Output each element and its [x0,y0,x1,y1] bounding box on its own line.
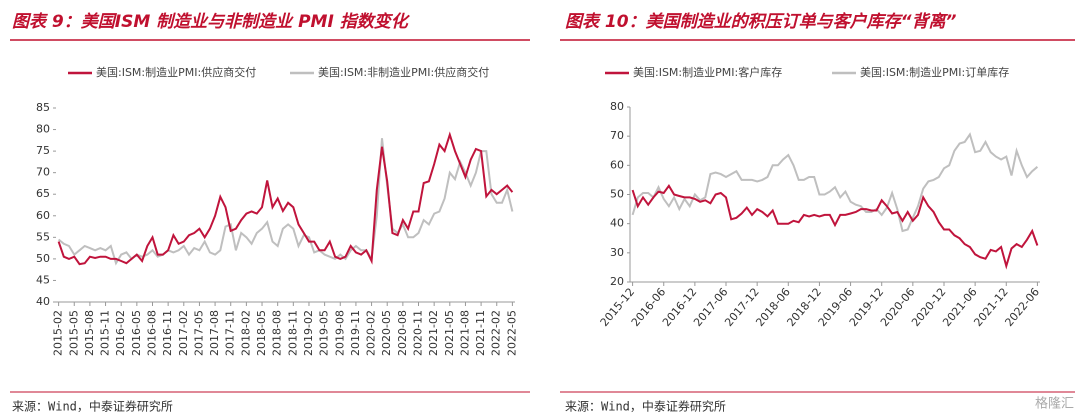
x-tick-label: 2015-08 [83,310,96,356]
x-tick-label: 2015-02 [52,310,65,356]
x-tick-label: 2016-05 [130,310,143,356]
x-tick-label: 2020-08 [396,310,409,356]
y-tick-label: 60 [610,158,624,171]
y-tick-label: 70 [610,129,624,142]
y-tick-label: 45 [36,273,50,286]
series-line [57,131,514,266]
source: 来源：Wind，中泰证券研究所 [12,399,173,414]
legend-label: 美国:ISM:非制造业PMI:供应商交付 [318,65,489,79]
x-tick-label: 2017-05 [192,310,205,356]
legend-label: 美国:ISM:制造业PMI:订单库存 [860,65,1009,79]
x-tick-label: 2017-08 [208,310,221,356]
source: 来源：Wind，中泰证券研究所 [565,399,726,414]
y-tick-label: 20 [610,275,624,288]
x-tick-label: 2018-11 [286,310,299,356]
x-tick-label: 2021-05 [443,310,456,356]
legend-label: 美国:ISM:制造业PMI:客户库存 [633,65,782,79]
x-tick-label: 2019-02 [302,310,315,356]
y-tick-label: 65 [36,187,50,200]
x-tick-label: 2015-11 [99,310,112,356]
x-tick-label: 2016-02 [114,310,127,356]
y-tick-label: 40 [36,295,50,308]
y-tick-label: 40 [610,217,624,230]
y-tick-label: 85 [36,101,50,114]
x-tick-label: 2018-08 [271,310,284,356]
x-tick-label: 2019-05 [318,310,331,356]
x-tick-label: 2017-02 [177,310,190,356]
x-tick-label: 2021-08 [458,310,471,356]
x-tick-label: 2018-02 [239,310,252,356]
y-tick-label: 50 [610,188,624,201]
x-tick-label: 2020-05 [380,310,393,356]
y-tick-label: 80 [610,100,624,113]
series-line [631,132,1039,233]
y-tick-label: 70 [36,166,50,179]
y-tick-label: 50 [36,252,50,265]
chart-title: 图表 10：美国制造业的积压订单与客户库存“背离” [565,12,957,32]
y-tick-label: 60 [36,209,50,222]
series-line [631,183,1039,270]
x-tick-label: 2022-05 [505,310,518,356]
x-tick-label: 2019-11 [349,310,362,356]
y-tick-label: 80 [36,123,50,136]
x-tick-label: 2018-05 [255,310,268,356]
series-line [57,138,514,266]
legend-label: 美国:ISM:制造业PMI:供应商交付 [96,65,256,79]
x-tick-label: 2020-11 [412,310,425,356]
x-tick-label: 2016-11 [161,310,174,356]
y-tick-label: 30 [610,246,624,259]
x-tick-label: 2017-11 [224,310,237,356]
x-tick-label: 2021-11 [474,310,487,356]
x-tick-label: 2020-02 [365,310,378,356]
x-tick-label: 2015-05 [67,310,80,356]
x-tick-label: 2016-08 [145,310,158,356]
x-tick-label: 2022-02 [490,310,503,356]
y-tick-label: 75 [36,144,50,157]
x-tick-label: 2019-08 [333,310,346,356]
chart-title: 图表 9：美国ISM 制造业与非制造业 PMI 指数变化 [12,12,411,32]
watermark: 格隆汇 [1035,396,1074,412]
y-tick-label: 55 [36,230,50,243]
x-tick-label: 2021-02 [427,310,440,356]
